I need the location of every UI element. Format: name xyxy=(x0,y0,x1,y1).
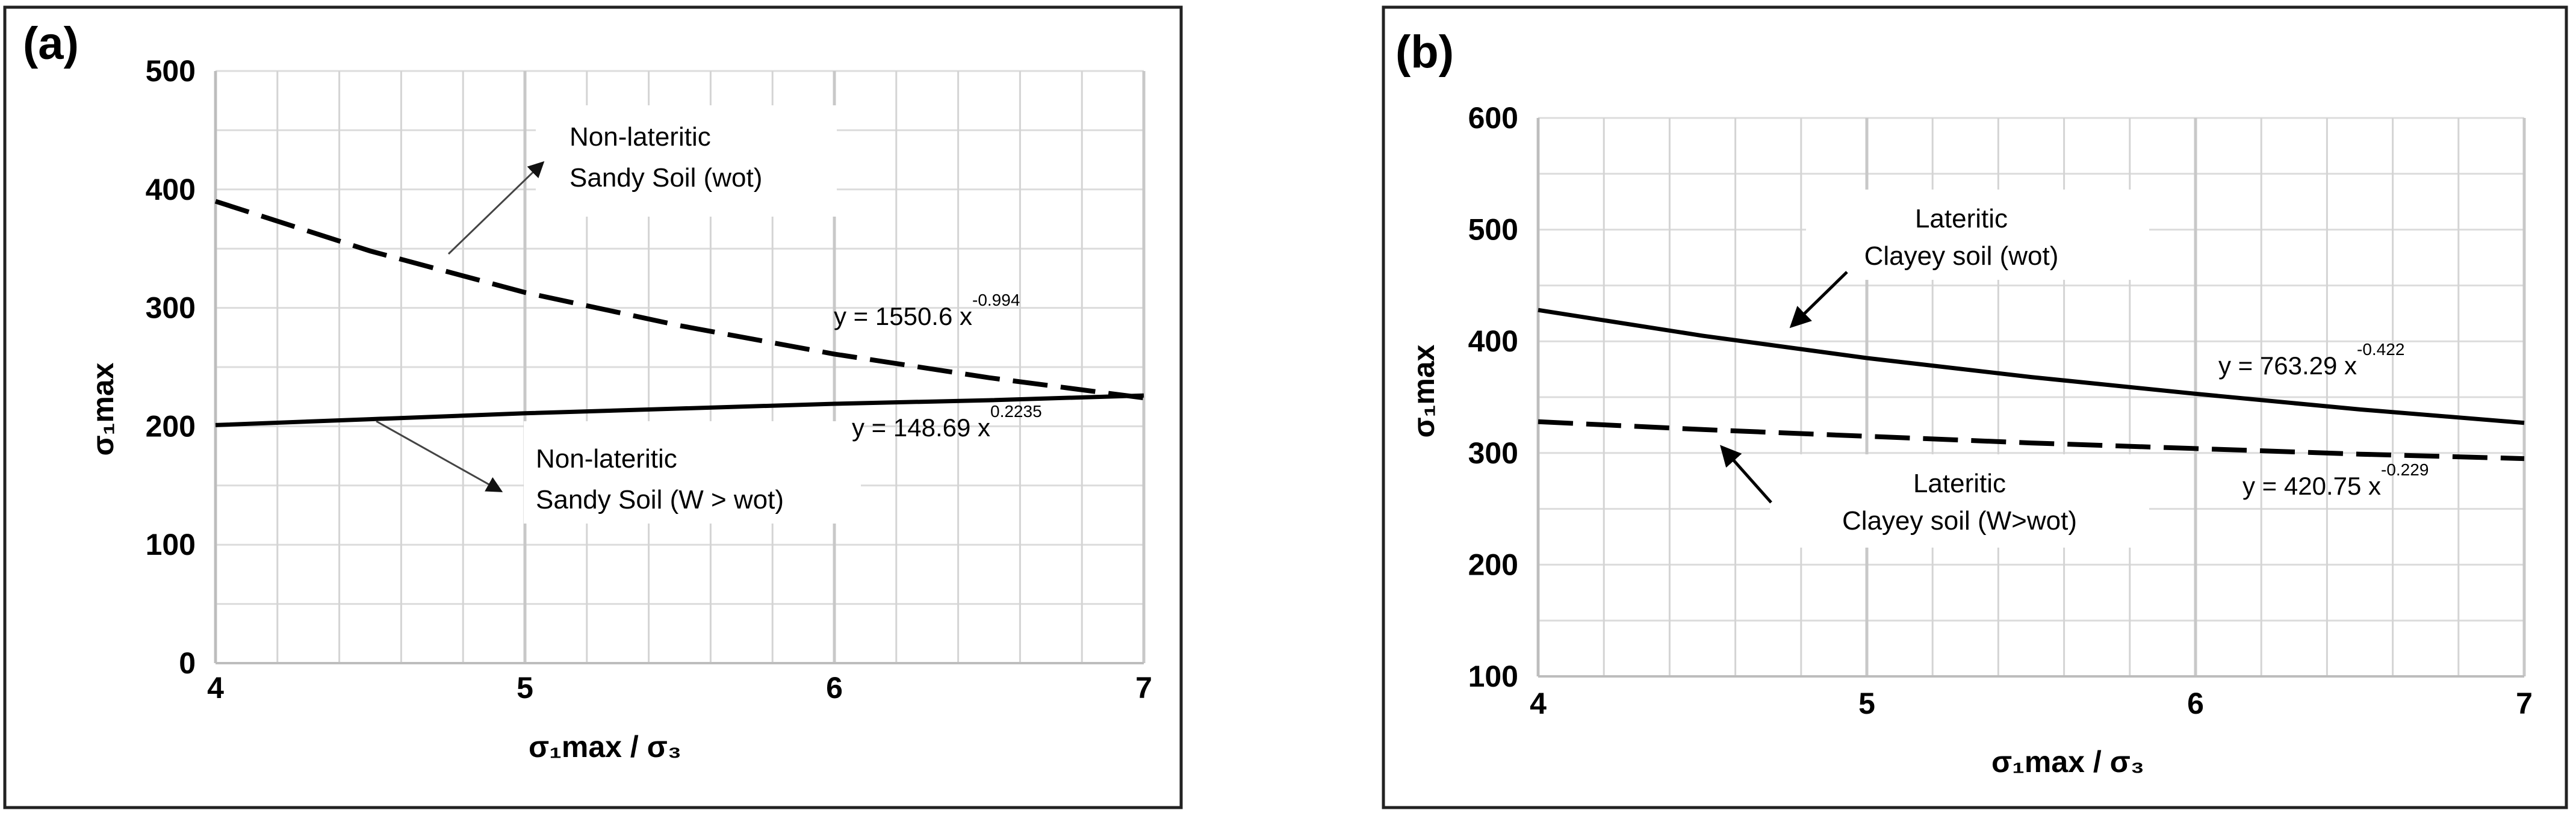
y-tick-label: 500 xyxy=(1468,213,1518,247)
x-tick-label: 6 xyxy=(826,671,843,705)
x-tick-label: 7 xyxy=(1135,671,1152,705)
annotation-sandy-wet-line2: Sandy Soil (W > wot) xyxy=(536,485,784,515)
y-tick-label: 300 xyxy=(146,291,196,325)
y-tick-label: 200 xyxy=(146,409,196,443)
x-tick-label: 6 xyxy=(2187,687,2204,720)
y-tick-label: 100 xyxy=(146,528,196,561)
y-tick-label: 500 xyxy=(146,54,196,88)
panel-b-label: (b) xyxy=(1395,26,1454,78)
y-tick-label: 100 xyxy=(1468,660,1518,693)
x-tick-label: 5 xyxy=(1858,687,1875,720)
annotation-clayey-wot-line1: Lateritic xyxy=(1915,204,2008,233)
x-tick-label: 4 xyxy=(1530,687,1547,720)
annotation-clayey-wet-line2: Clayey soil (W>wot) xyxy=(1842,506,2077,536)
panel-b-x-axis-label: σ₁max / σ₃ xyxy=(1991,745,2144,779)
y-tick-label: 600 xyxy=(1468,101,1518,135)
x-tick-label: 5 xyxy=(517,671,533,705)
x-tick-label: 7 xyxy=(2516,687,2533,720)
annotation-clayey-wot-line2: Clayey soil (wot) xyxy=(1864,241,2059,271)
figure: (a) 0100200300400500 4567 Non-lateritic … xyxy=(0,0,2576,819)
annotation-clayey-wet-line1: Lateritic xyxy=(1913,469,2006,498)
panel-b-y-axis-label: σ₁max xyxy=(1407,344,1441,437)
panel-a-x-axis-label: σ₁max / σ₃ xyxy=(529,730,681,764)
panel-a-label: (a) xyxy=(23,18,79,69)
annotation-sandy-wot-line1: Non-lateritic xyxy=(570,122,711,152)
y-tick-label: 0 xyxy=(179,646,196,680)
y-tick-label: 300 xyxy=(1468,436,1518,470)
panel-a-y-axis-label: σ₁max xyxy=(86,362,120,456)
y-tick-label: 400 xyxy=(146,173,196,206)
annotation-sandy-wet-line1: Non-lateritic xyxy=(536,444,677,474)
x-tick-label: 4 xyxy=(207,671,224,705)
annotation-sandy-wot-line2: Sandy Soil (wot) xyxy=(570,163,762,193)
y-tick-label: 200 xyxy=(1468,548,1518,581)
panel-b: (b) 100 200 300 400 500 600 4 5 6 7 Lateritic Cl… xyxy=(1383,7,2566,808)
panel-b-frame xyxy=(1383,7,2566,808)
y-tick-label: 400 xyxy=(1468,324,1518,358)
